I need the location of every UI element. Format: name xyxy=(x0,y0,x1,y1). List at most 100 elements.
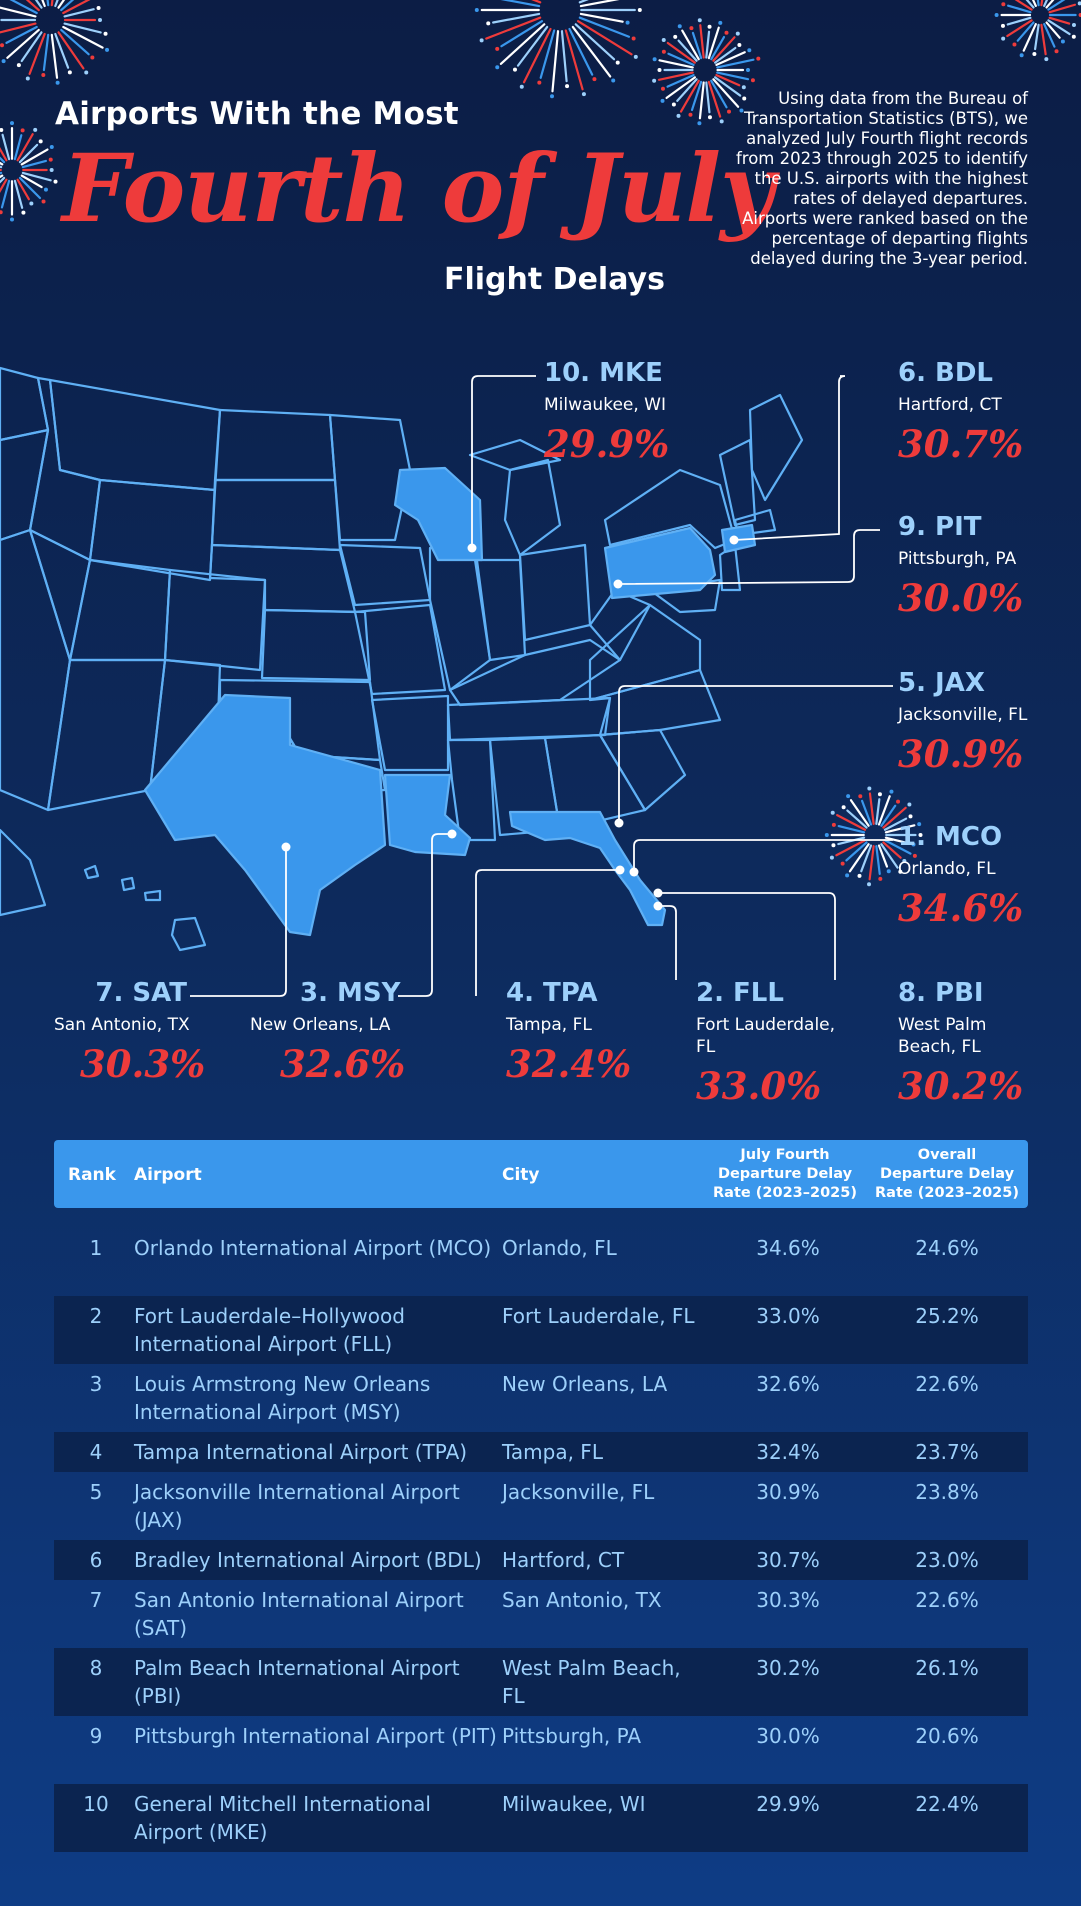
state-minnesota xyxy=(328,413,412,542)
callout-city: Orlando, FL xyxy=(898,859,996,879)
cell-rank: 1 xyxy=(89,1236,103,1260)
header-overall: Overall Departure Delay Rate (2023–2025) xyxy=(875,1147,1019,1201)
table-row: 1 Orlando International Airport (MCO) Orla… xyxy=(54,1228,1028,1296)
cell-airport: Orlando International Airport (MCO) xyxy=(134,1236,492,1260)
header-rank: Rank xyxy=(68,1165,116,1185)
state-nevada xyxy=(28,528,92,662)
cell-overall: 23.8% xyxy=(915,1480,979,1504)
dot-pbi xyxy=(653,888,663,898)
cell-city: Jacksonville, FL xyxy=(502,1480,655,1504)
state-hawaii-2 xyxy=(120,876,136,892)
callout-fll: 2. FLL Fort Lauderdale, FL 33.0% xyxy=(696,978,836,1108)
state-maine xyxy=(748,393,804,502)
callout-bdl: 6. BDL Hartford, CT 30.7% xyxy=(898,358,1023,466)
state-california xyxy=(0,528,72,812)
callout-code: 1. MCO xyxy=(898,822,1003,852)
callout-code: 10. MKE xyxy=(544,358,663,388)
leader-bdl xyxy=(733,375,846,541)
callout-code: 4. TPA xyxy=(506,978,598,1008)
cell-rank: 2 xyxy=(89,1304,103,1328)
dot-mco xyxy=(629,867,639,877)
state-iowa xyxy=(338,543,432,607)
state-illinois xyxy=(428,543,492,692)
leader-mke xyxy=(471,375,536,548)
callout-code: 3. MSY xyxy=(300,978,401,1008)
dot-tpa xyxy=(615,865,625,875)
cell-city: San Antonio, TX xyxy=(502,1588,662,1612)
cell-airport: Palm Beach International Airport (PBI) xyxy=(134,1656,460,1708)
cell-airport: Fort Lauderdale–Hollywood International … xyxy=(134,1304,405,1356)
cell-airport: Louis Armstrong New Orleans Internationa… xyxy=(134,1372,431,1424)
dot-msy xyxy=(447,829,457,839)
cell-rank: 6 xyxy=(89,1548,103,1572)
callout-code: 6. BDL xyxy=(898,358,993,388)
cell-overall: 23.7% xyxy=(915,1440,979,1464)
cell-rank: 8 xyxy=(89,1656,103,1680)
callout-mke: 10. MKE Milwaukee, WI 29.9% xyxy=(544,358,669,466)
state-nebraska xyxy=(208,543,357,614)
leader-msy xyxy=(398,833,452,997)
callout-pct: 30.3% xyxy=(80,1042,206,1086)
cell-overall: 25.2% xyxy=(915,1304,979,1328)
firework-burst xyxy=(0,0,110,85)
state-south-carolina xyxy=(598,728,687,812)
cell-airport: Bradley International Airport (BDL) xyxy=(134,1548,482,1572)
dot-fll xyxy=(653,901,663,911)
table-row: 7 San Antonio International Airport (SAT)… xyxy=(54,1580,1028,1648)
cell-rank: 3 xyxy=(89,1372,103,1396)
title-line-1: Airports With the Most xyxy=(55,96,459,132)
us-map xyxy=(0,366,846,997)
cell-city: Hartford, CT xyxy=(502,1548,625,1572)
state-montana xyxy=(48,378,222,492)
header-city: City xyxy=(502,1165,540,1185)
cell-july: 32.6% xyxy=(756,1372,820,1396)
cell-july: 33.0% xyxy=(756,1304,820,1328)
callout-pct: 32.6% xyxy=(280,1042,406,1086)
cell-city: Milwaukee, WI xyxy=(502,1792,646,1816)
state-north-carolina xyxy=(588,668,722,737)
state-oregon xyxy=(0,428,50,542)
cell-airport: Tampa International Airport (TPA) xyxy=(134,1440,468,1464)
cell-rank: 10 xyxy=(83,1792,109,1816)
firework-burst xyxy=(824,786,923,887)
cell-rank: 7 xyxy=(89,1588,103,1612)
dot-sat xyxy=(281,842,291,852)
cell-overall: 22.6% xyxy=(915,1588,979,1612)
state-wyoming xyxy=(88,478,217,582)
callout-pct: 34.6% xyxy=(898,886,1024,930)
state-mississippi xyxy=(446,738,497,842)
state-texas xyxy=(143,693,387,937)
cell-july: 34.6% xyxy=(756,1236,820,1260)
callout-code: 9. PIT xyxy=(898,512,982,542)
firework-burst xyxy=(474,0,642,99)
table-row: 6 Bradley International Airport (BDL) Hart… xyxy=(54,1540,1028,1580)
cell-july: 30.9% xyxy=(756,1480,820,1504)
state-hawaii-3 xyxy=(143,889,162,902)
callout-code: 8. PBI xyxy=(898,978,984,1008)
cell-overall: 23.0% xyxy=(915,1548,979,1572)
callout-pct: 30.9% xyxy=(898,732,1024,776)
intro-text: Using data from the Bureau of Transporta… xyxy=(735,89,1028,268)
dot-pit xyxy=(613,579,623,589)
header-july: July Fourth Departure Delay Rate (2023–2… xyxy=(713,1147,857,1201)
cell-airport: Jacksonville International Airport (JAX) xyxy=(134,1480,460,1532)
cell-city: Orlando, FL xyxy=(502,1236,617,1260)
cell-city: Pittsburgh, PA xyxy=(502,1724,642,1748)
state-north-dakota xyxy=(213,408,337,482)
cell-july: 30.0% xyxy=(756,1724,820,1748)
state-kentucky xyxy=(448,638,622,707)
cell-july: 32.4% xyxy=(756,1440,820,1464)
state-south-dakota xyxy=(210,478,342,552)
title-line-2: Fourth of July xyxy=(62,134,775,244)
state-wisconsin xyxy=(393,466,484,562)
callout-city: Fort Lauderdale, FL xyxy=(696,1015,836,1057)
state-michigan-upper xyxy=(468,438,562,472)
callout-city: Tampa, FL xyxy=(506,1015,592,1035)
callout-city: New Orleans, LA xyxy=(250,1015,391,1035)
title-line-3: Flight Delays xyxy=(444,262,665,297)
table-row: 10 General Mitchell International Airport… xyxy=(54,1784,1028,1852)
cell-july: 30.3% xyxy=(756,1588,820,1612)
cell-airport: San Antonio International Airport (SAT) xyxy=(134,1588,464,1640)
callout-pct: 30.0% xyxy=(898,576,1024,620)
callout-pct: 32.4% xyxy=(506,1042,632,1086)
